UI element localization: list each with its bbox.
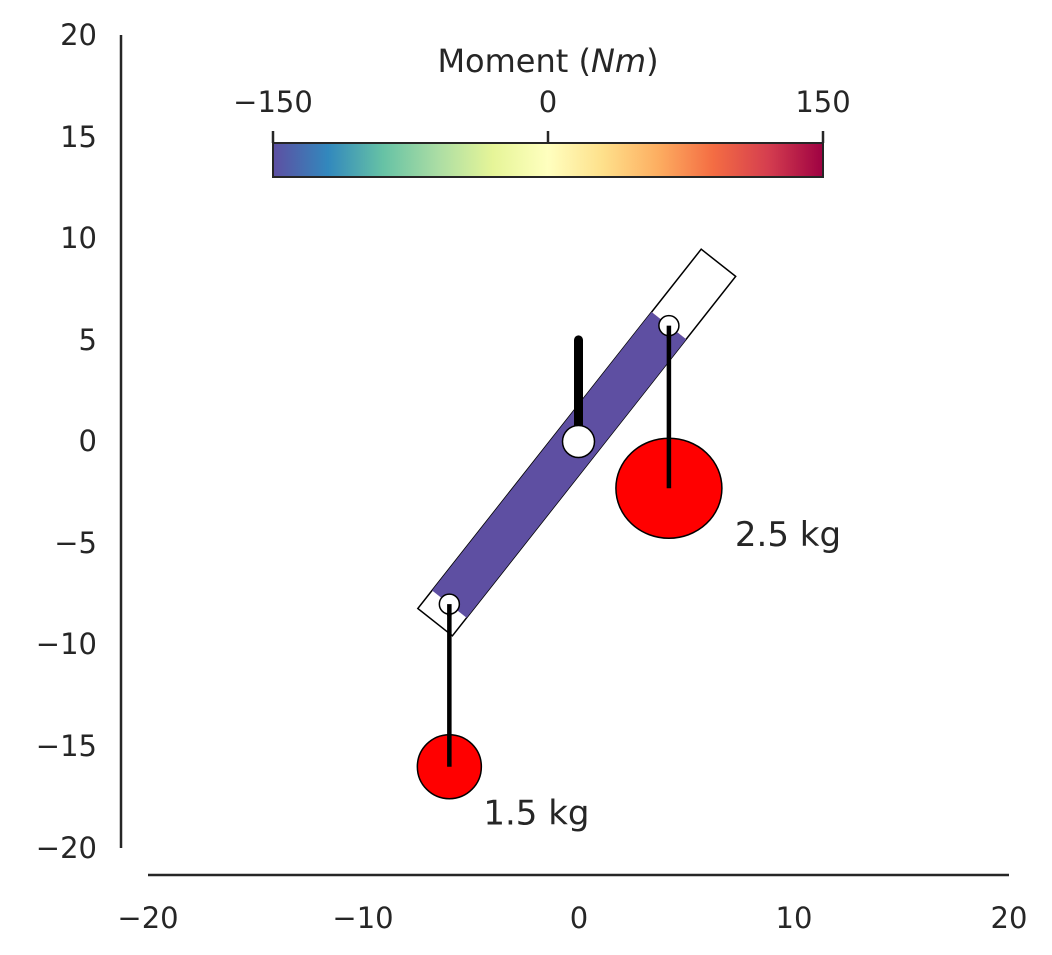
y-tick-label: 15 xyxy=(60,120,97,154)
colorbar: Moment (Nm) −150 0 150 xyxy=(233,42,851,178)
y-tick-label: −20 xyxy=(36,831,97,865)
x-tick-label: 10 xyxy=(776,901,813,935)
y-tick-label: 0 xyxy=(79,424,97,458)
y-axis: 20 15 10 5 0 −5 −10 −15 −20 xyxy=(36,18,123,865)
y-tick-label: −15 xyxy=(36,729,97,763)
lever-bar-moment-fill xyxy=(432,312,687,618)
mass-label: 1.5 kg xyxy=(483,794,589,834)
y-tick-label: 20 xyxy=(60,18,97,52)
x-tick-label: −10 xyxy=(332,901,393,935)
lever-diagram: 2.5 kg 1.5 kg xyxy=(416,248,841,834)
x-tick-label: 0 xyxy=(570,901,588,935)
x-axis: −20 −10 0 10 20 xyxy=(117,873,1028,935)
y-tick-label: −10 xyxy=(36,627,97,661)
y-tick-label: 5 xyxy=(79,323,97,357)
pivot-joint xyxy=(561,424,596,459)
x-tick-label: −20 xyxy=(117,901,178,935)
colorbar-title: Moment (Nm) xyxy=(437,42,658,80)
colorbar-tick-label: 0 xyxy=(539,85,557,119)
colorbar-tick-label: −150 xyxy=(233,85,313,119)
y-tick-label: −5 xyxy=(54,526,97,560)
mass-label: 2.5 kg xyxy=(735,515,841,555)
y-tick-label: 10 xyxy=(60,221,97,255)
colorbar-box xyxy=(272,142,824,178)
colorbar-tick-label: 150 xyxy=(795,85,850,119)
x-tick-label: 20 xyxy=(991,901,1028,935)
